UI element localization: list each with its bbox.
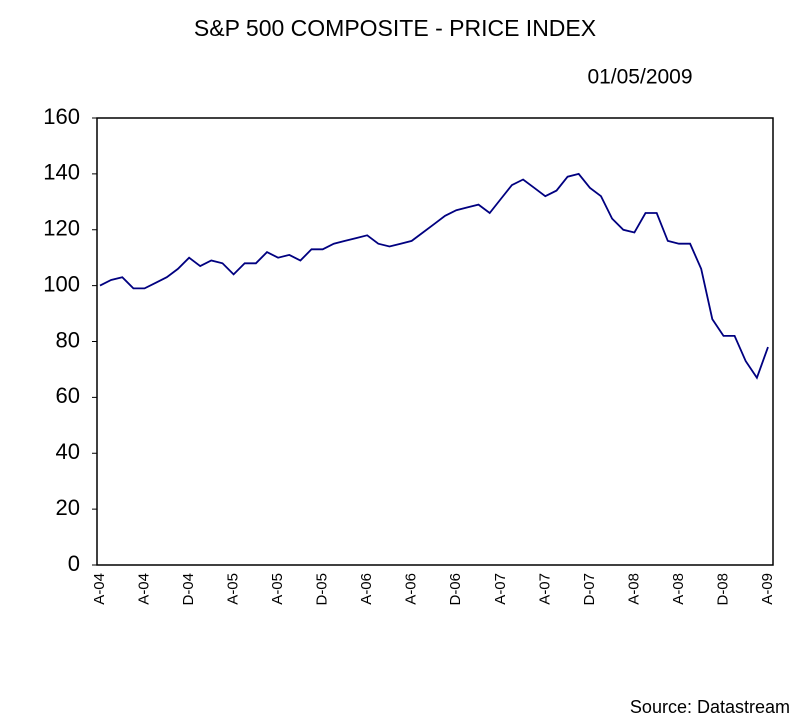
x-tick-label: D-06 bbox=[447, 573, 464, 606]
chart-date: 01/05/2009 bbox=[587, 66, 692, 89]
chart-title: S&P 500 COMPOSITE - PRICE INDEX bbox=[194, 15, 596, 41]
x-tick-label: D-05 bbox=[314, 573, 331, 606]
x-tick-label: A-07 bbox=[492, 573, 509, 605]
y-tick-label: 160 bbox=[43, 104, 80, 129]
x-tick-label: D-04 bbox=[180, 573, 197, 606]
y-tick-label: 20 bbox=[56, 495, 80, 520]
x-tick-label: A-06 bbox=[358, 573, 375, 605]
y-tick-label: 80 bbox=[56, 327, 80, 352]
x-tick-label: A-05 bbox=[225, 573, 242, 605]
x-tick-label: D-07 bbox=[581, 573, 598, 606]
y-tick-label: 0 bbox=[68, 551, 80, 576]
x-tick-label: A-04 bbox=[91, 573, 108, 605]
x-tick-label: A-04 bbox=[136, 573, 153, 605]
y-tick-label: 100 bbox=[43, 271, 80, 296]
x-tick-label: A-07 bbox=[536, 573, 553, 605]
x-tick-label: A-06 bbox=[403, 573, 420, 605]
x-tick-label: A-08 bbox=[670, 573, 687, 605]
price-line bbox=[99, 172, 769, 380]
x-tick-label: A-09 bbox=[759, 573, 776, 605]
y-tick-label: 60 bbox=[56, 383, 80, 408]
x-tick-label: A-05 bbox=[269, 573, 286, 605]
x-tick-label: A-08 bbox=[625, 573, 642, 605]
x-tick-label: D-08 bbox=[714, 573, 731, 606]
source-note: Source: Datastream bbox=[630, 697, 790, 717]
y-tick-label: 120 bbox=[43, 216, 80, 241]
y-tick-label: 40 bbox=[56, 439, 80, 464]
plot-frame bbox=[96, 117, 774, 566]
y-tick-label: 140 bbox=[43, 160, 80, 185]
